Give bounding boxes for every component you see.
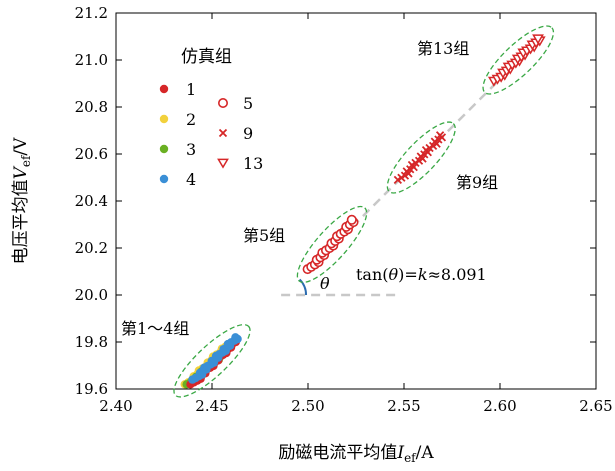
y-axis-title-text: 电压平均值 xyxy=(11,179,31,264)
data-point-series-4 xyxy=(231,333,240,342)
x-tick-label: 2.45 xyxy=(195,397,228,415)
y-tick-label: 20.0 xyxy=(75,286,108,304)
data-point-series-5 xyxy=(346,214,357,225)
legend-label-13: 13 xyxy=(243,154,263,173)
y-axis-title-sub: ef xyxy=(19,154,33,167)
ellipse-group-5 xyxy=(296,205,368,284)
ellipse-group-9 xyxy=(386,121,456,194)
annotation-tan-theta: θ xyxy=(389,265,399,284)
data-point-series-13 xyxy=(532,34,544,45)
legend: 仿真组 1 2 3 4 5 9 13 xyxy=(159,47,263,189)
legend-label-3: 3 xyxy=(186,140,196,159)
legend-marker-13 xyxy=(217,158,229,169)
x-axis-title: 励磁电流平均值Ief/A xyxy=(278,443,434,465)
legend-marker-9 xyxy=(218,128,228,138)
annotation-tan: tan(θ)=k≈8.091 xyxy=(356,265,487,284)
y-tick-label: 21.2 xyxy=(75,4,108,22)
annotation-group-1-4: 第1～4组 xyxy=(121,319,189,338)
x-axis-title-sub: ef xyxy=(404,451,417,465)
x-tick-label: 2.55 xyxy=(387,397,420,415)
legend-marker-2 xyxy=(159,114,169,124)
legend-label-5: 5 xyxy=(243,94,253,113)
y-axis: 19.6 19.8 20.0 20.2 20.4 20.6 20.8 21.0 21.2 xyxy=(75,4,596,398)
annotation-tan-mid: )= xyxy=(398,265,418,284)
y-axis-title-unit: /V xyxy=(11,137,31,156)
data-point-series-9 xyxy=(435,131,445,140)
annotation-group-5: 第5组 xyxy=(243,226,285,245)
y-tick-label: 20.6 xyxy=(75,145,108,163)
annotation-tan-value: ≈8.091 xyxy=(428,265,487,284)
legend-label-9: 9 xyxy=(243,124,253,143)
legend-marker-4 xyxy=(159,174,169,184)
y-tick-label: 21.0 xyxy=(75,51,108,69)
annotation-theta: θ xyxy=(320,274,330,293)
ellipse-group-1-4 xyxy=(173,323,251,398)
y-axis-title-var: V xyxy=(11,165,31,179)
legend-marker-3 xyxy=(159,144,169,154)
angle-arc xyxy=(298,278,308,296)
y-tick-label: 20.8 xyxy=(75,98,108,116)
x-tick-label: 2.65 xyxy=(579,397,612,415)
annotation-group-13: 第13组 xyxy=(417,39,469,58)
x-axis: 2.40 2.45 2.50 2.55 2.60 2.65 xyxy=(99,13,613,415)
x-tick-label: 2.40 xyxy=(99,397,132,415)
y-tick-label: 19.6 xyxy=(75,380,108,398)
legend-label-4: 4 xyxy=(186,170,196,189)
annotation-tan-k: k xyxy=(418,265,428,284)
legend-label-1: 1 xyxy=(186,80,196,99)
legend-label-2: 2 xyxy=(186,110,196,129)
y-axis-title: 电压平均值Vef/V xyxy=(11,137,33,265)
annotation-group-9: 第9组 xyxy=(456,173,498,192)
legend-title: 仿真组 xyxy=(181,47,232,67)
y-tick-label: 20.4 xyxy=(75,192,108,210)
data-points xyxy=(180,34,546,389)
cluster-ellipses xyxy=(173,25,555,398)
x-axis-title-var: I xyxy=(396,443,404,463)
x-axis-title-text: 励磁电流平均值 xyxy=(278,443,397,463)
legend-marker-1 xyxy=(159,84,169,94)
ellipse-group-13 xyxy=(482,25,555,95)
x-axis-title-unit: /A xyxy=(416,443,435,463)
y-tick-label: 19.8 xyxy=(75,333,108,351)
y-tick-label: 20.2 xyxy=(75,239,108,257)
legend-marker-5 xyxy=(218,98,229,109)
annotation-tan-prefix: tan( xyxy=(356,265,389,284)
x-tick-label: 2.50 xyxy=(291,397,324,415)
x-tick-label: 2.60 xyxy=(483,397,516,415)
